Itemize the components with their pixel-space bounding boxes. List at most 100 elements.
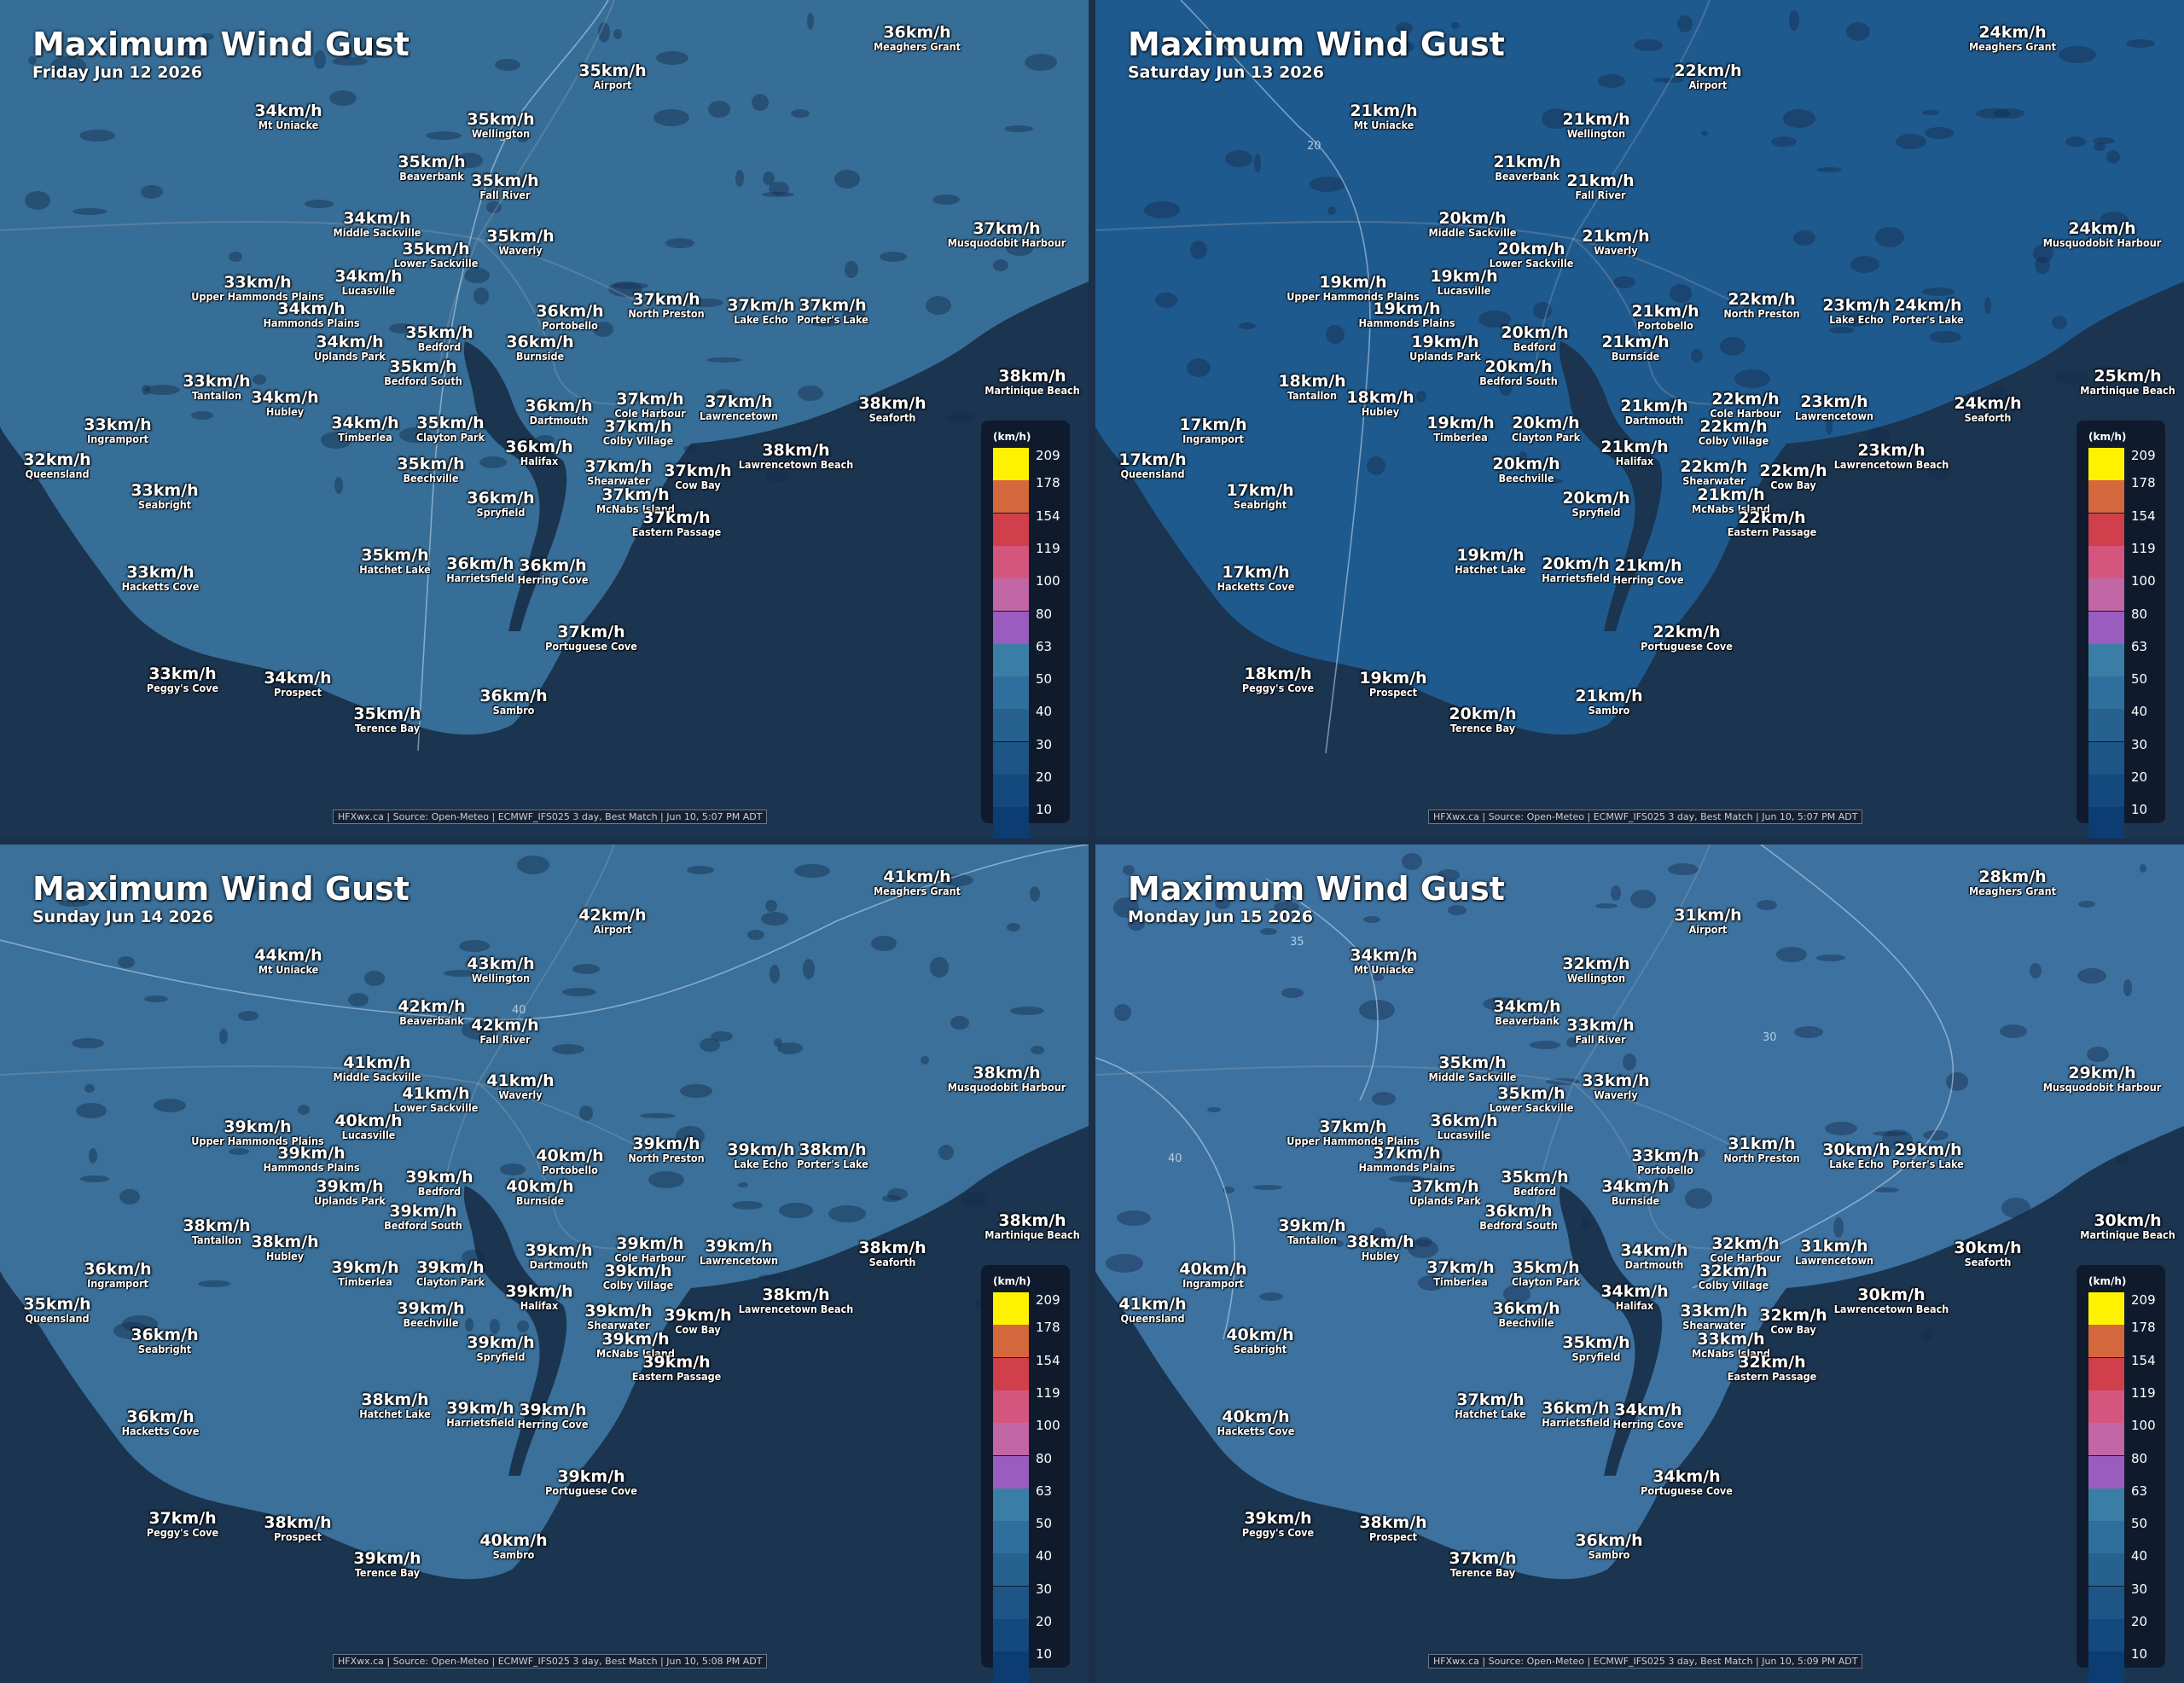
gust-value: 37km/h bbox=[1319, 1117, 1387, 1136]
location-marker: 37km/h Terence Bay bbox=[1449, 1550, 1516, 1578]
gust-value: 37km/h bbox=[1411, 1177, 1479, 1196]
isotach-contour-label: 20 bbox=[1307, 140, 1321, 153]
location-marker: 36km/h Bedford South bbox=[1479, 1203, 1558, 1231]
legend-swatch bbox=[2088, 1651, 2124, 1683]
lake bbox=[762, 192, 794, 197]
lake bbox=[593, 322, 613, 337]
road bbox=[1572, 238, 1745, 405]
halifax-harbour bbox=[463, 1186, 567, 1476]
location-marker: 39km/h Hammonds Plains bbox=[263, 1145, 359, 1173]
location-name: Cole Harbour bbox=[1710, 407, 1781, 420]
lake bbox=[1326, 325, 1345, 344]
lake bbox=[1389, 1175, 1425, 1182]
location-name: Hatchet Lake bbox=[1455, 1407, 1526, 1420]
location-name: Halifax bbox=[1615, 455, 1654, 467]
gust-value: 21km/h bbox=[1614, 556, 1682, 575]
location-marker: 37km/h Colby Village bbox=[603, 418, 673, 446]
location-name: Uplands Park bbox=[1409, 350, 1481, 363]
location-marker: 20km/h Bedford bbox=[1501, 324, 1568, 352]
gust-value: 35km/h bbox=[1512, 1258, 1580, 1277]
gust-value: 39km/h bbox=[601, 1330, 670, 1349]
location-marker: 38km/h Prospect bbox=[1359, 1514, 1426, 1542]
panel-title: Maximum Wind Gust bbox=[32, 26, 410, 63]
location-marker: 37km/h Cole Harbour bbox=[614, 391, 685, 419]
lake bbox=[1434, 1148, 1443, 1164]
lake bbox=[342, 44, 352, 59]
location-marker: 36km/h Beechville bbox=[1492, 1300, 1560, 1328]
legend-swatch bbox=[2088, 545, 2124, 578]
gust-value: 39km/h bbox=[389, 1202, 457, 1221]
location-name: Cow Bay bbox=[1770, 1323, 1816, 1336]
lake bbox=[1685, 1188, 1712, 1209]
location-name: Wellington bbox=[471, 127, 531, 140]
location-name: Hubley bbox=[265, 1250, 305, 1262]
location-marker: 19km/h Uplands Park bbox=[1409, 334, 1481, 362]
location-name: Hammonds Plains bbox=[263, 316, 360, 329]
road bbox=[1534, 0, 1711, 376]
gust-value: 30km/h bbox=[2094, 1211, 2162, 1230]
legend-label: 50 bbox=[2131, 671, 2148, 688]
legend-swatch bbox=[2088, 709, 2124, 742]
location-marker: 36km/h Halifax bbox=[505, 438, 572, 467]
gust-value: 21km/h bbox=[1697, 485, 1765, 504]
location-name: Bedford South bbox=[384, 374, 462, 387]
location-marker: 38km/h Porter's Lake bbox=[797, 1141, 868, 1169]
lake bbox=[1617, 1073, 1623, 1088]
lake bbox=[1720, 337, 1745, 356]
gust-value: 34km/h bbox=[1600, 1282, 1669, 1301]
forecast-panel: 20 Maximum Wind Gust Saturday Jun 13 2026 2… bbox=[1095, 0, 2184, 839]
lake bbox=[76, 1103, 107, 1118]
location-marker: 39km/h Harrietsfield bbox=[446, 1400, 514, 1428]
lake bbox=[1503, 1285, 1531, 1303]
road bbox=[477, 1082, 649, 1250]
gust-value: 36km/h bbox=[519, 556, 587, 575]
location-marker: 21km/h Herring Cove bbox=[1613, 557, 1684, 585]
map-canvas: 40 bbox=[0, 844, 1089, 1683]
lake bbox=[1833, 1217, 1844, 1238]
gust-value: 40km/h bbox=[334, 1111, 403, 1130]
location-marker: 41km/h Waverly bbox=[486, 1072, 554, 1100]
legend-swatch bbox=[993, 1390, 1029, 1423]
lake bbox=[1613, 276, 1635, 288]
lake bbox=[708, 101, 730, 118]
location-marker: 35km/h Clayton Park bbox=[1512, 1259, 1580, 1287]
gust-value: 40km/h bbox=[1179, 1260, 1247, 1279]
map-canvas: 35 bbox=[0, 0, 1089, 839]
lake bbox=[72, 1038, 104, 1048]
lake bbox=[946, 413, 975, 423]
location-marker: 30km/h Seaforth bbox=[1954, 1239, 2021, 1268]
legend-label: 50 bbox=[2131, 1516, 2148, 1532]
source-credit: HFXwx.ca | Source: Open-Meteo | ECMWF_IF… bbox=[333, 810, 768, 824]
map-canvas: 20 bbox=[1095, 0, 2184, 839]
gust-value: 35km/h bbox=[416, 414, 485, 432]
location-marker: 39km/h Eastern Passage bbox=[632, 1354, 722, 1382]
lake bbox=[329, 90, 357, 106]
lake bbox=[1946, 1072, 1968, 1091]
lake bbox=[2033, 244, 2053, 263]
location-marker: 40km/h Hacketts Cove bbox=[1217, 1408, 1295, 1436]
location-name: Beechville bbox=[1498, 1316, 1554, 1329]
gust-value: 35km/h bbox=[1501, 1168, 1569, 1187]
lake bbox=[2000, 1024, 2027, 1038]
legend-label: 100 bbox=[1036, 573, 1060, 589]
lake bbox=[765, 472, 789, 482]
lake bbox=[144, 385, 180, 395]
location-marker: 38km/h Prospect bbox=[264, 1514, 331, 1542]
gust-value: 37km/h bbox=[705, 392, 773, 411]
lake bbox=[1522, 1260, 1532, 1267]
lake bbox=[2129, 374, 2141, 388]
location-marker: 24km/h Meaghers Grant bbox=[1969, 24, 2056, 52]
location-marker: 20km/h Lower Sackville bbox=[1490, 241, 1574, 269]
lake bbox=[1923, 1130, 1949, 1140]
lake bbox=[1499, 379, 1513, 396]
location-name: Portuguese Cove bbox=[545, 1484, 637, 1497]
source-credit: HFXwx.ca | Source: Open-Meteo | ECMWF_IF… bbox=[333, 1654, 768, 1668]
location-name: Timberlea bbox=[1433, 431, 1488, 444]
gust-value: 25km/h bbox=[2094, 367, 2162, 386]
gust-value: 34km/h bbox=[1614, 1401, 1682, 1419]
location-name: Upper Hammonds Plains bbox=[1287, 1135, 1420, 1147]
location-marker: 35km/h Queensland bbox=[23, 1296, 90, 1324]
lake bbox=[473, 287, 489, 305]
lake bbox=[871, 936, 897, 951]
lake bbox=[79, 130, 115, 142]
